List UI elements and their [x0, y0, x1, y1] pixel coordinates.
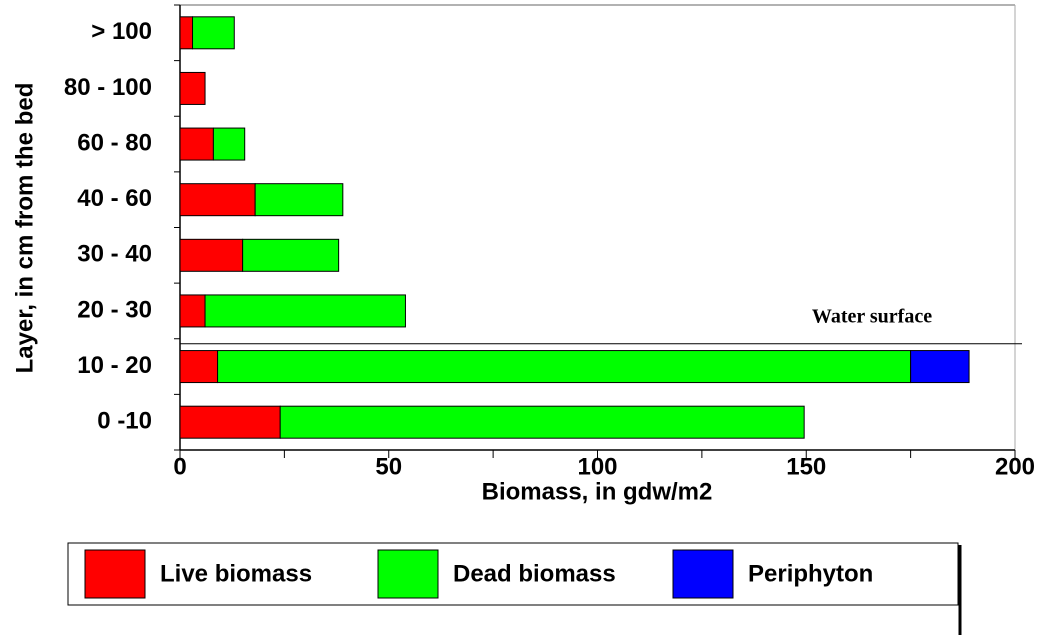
bar-segment [179, 350, 219, 384]
annotation: Water surface [812, 305, 932, 327]
x-tick-label: 50 [375, 453, 402, 480]
bar-segment [279, 405, 805, 439]
y-tick-label: 20 - 30 [77, 296, 152, 323]
bar-segment [179, 127, 214, 161]
bar-segment [179, 238, 244, 272]
y-tick-label: 40 - 60 [77, 185, 152, 212]
y-tick-label: > 100 [91, 18, 152, 45]
bar-segment [242, 238, 340, 272]
bar-segment [179, 183, 256, 217]
bar-segment [254, 183, 344, 217]
legend-swatch [672, 549, 734, 599]
y-tick-label: 80 - 100 [64, 74, 152, 101]
y-tick-label: 60 - 80 [77, 129, 152, 156]
x-tick-label: 200 [995, 453, 1035, 480]
bar-segment [217, 350, 912, 384]
bar-segment [212, 127, 246, 161]
legend-box [67, 542, 959, 606]
y-axis-label: Layer, in cm from the bed [11, 83, 38, 374]
x-tick-label: 100 [577, 453, 617, 480]
bar-segment [192, 16, 235, 50]
bar-segment [179, 294, 206, 328]
x-axis-label: Biomass, in gdw/m2 [482, 478, 713, 505]
y-tick-label: 30 - 40 [77, 241, 152, 268]
bar-segment [179, 16, 194, 50]
x-tick-label: 150 [786, 453, 826, 480]
legend-swatch [84, 549, 146, 599]
legend-label: Dead biomass [453, 560, 616, 587]
x-tick-label: 0 [173, 453, 186, 480]
legend-label: Periphyton [748, 560, 873, 587]
legend-swatch [377, 549, 439, 599]
y-tick-label: 0 -10 [97, 408, 152, 435]
bar-segment [910, 350, 970, 384]
bar-segment [204, 294, 406, 328]
y-tick-label: 10 - 20 [77, 352, 152, 379]
legend-label: Live biomass [160, 560, 312, 587]
bar-segment [179, 71, 206, 105]
bar-segment [179, 405, 281, 439]
